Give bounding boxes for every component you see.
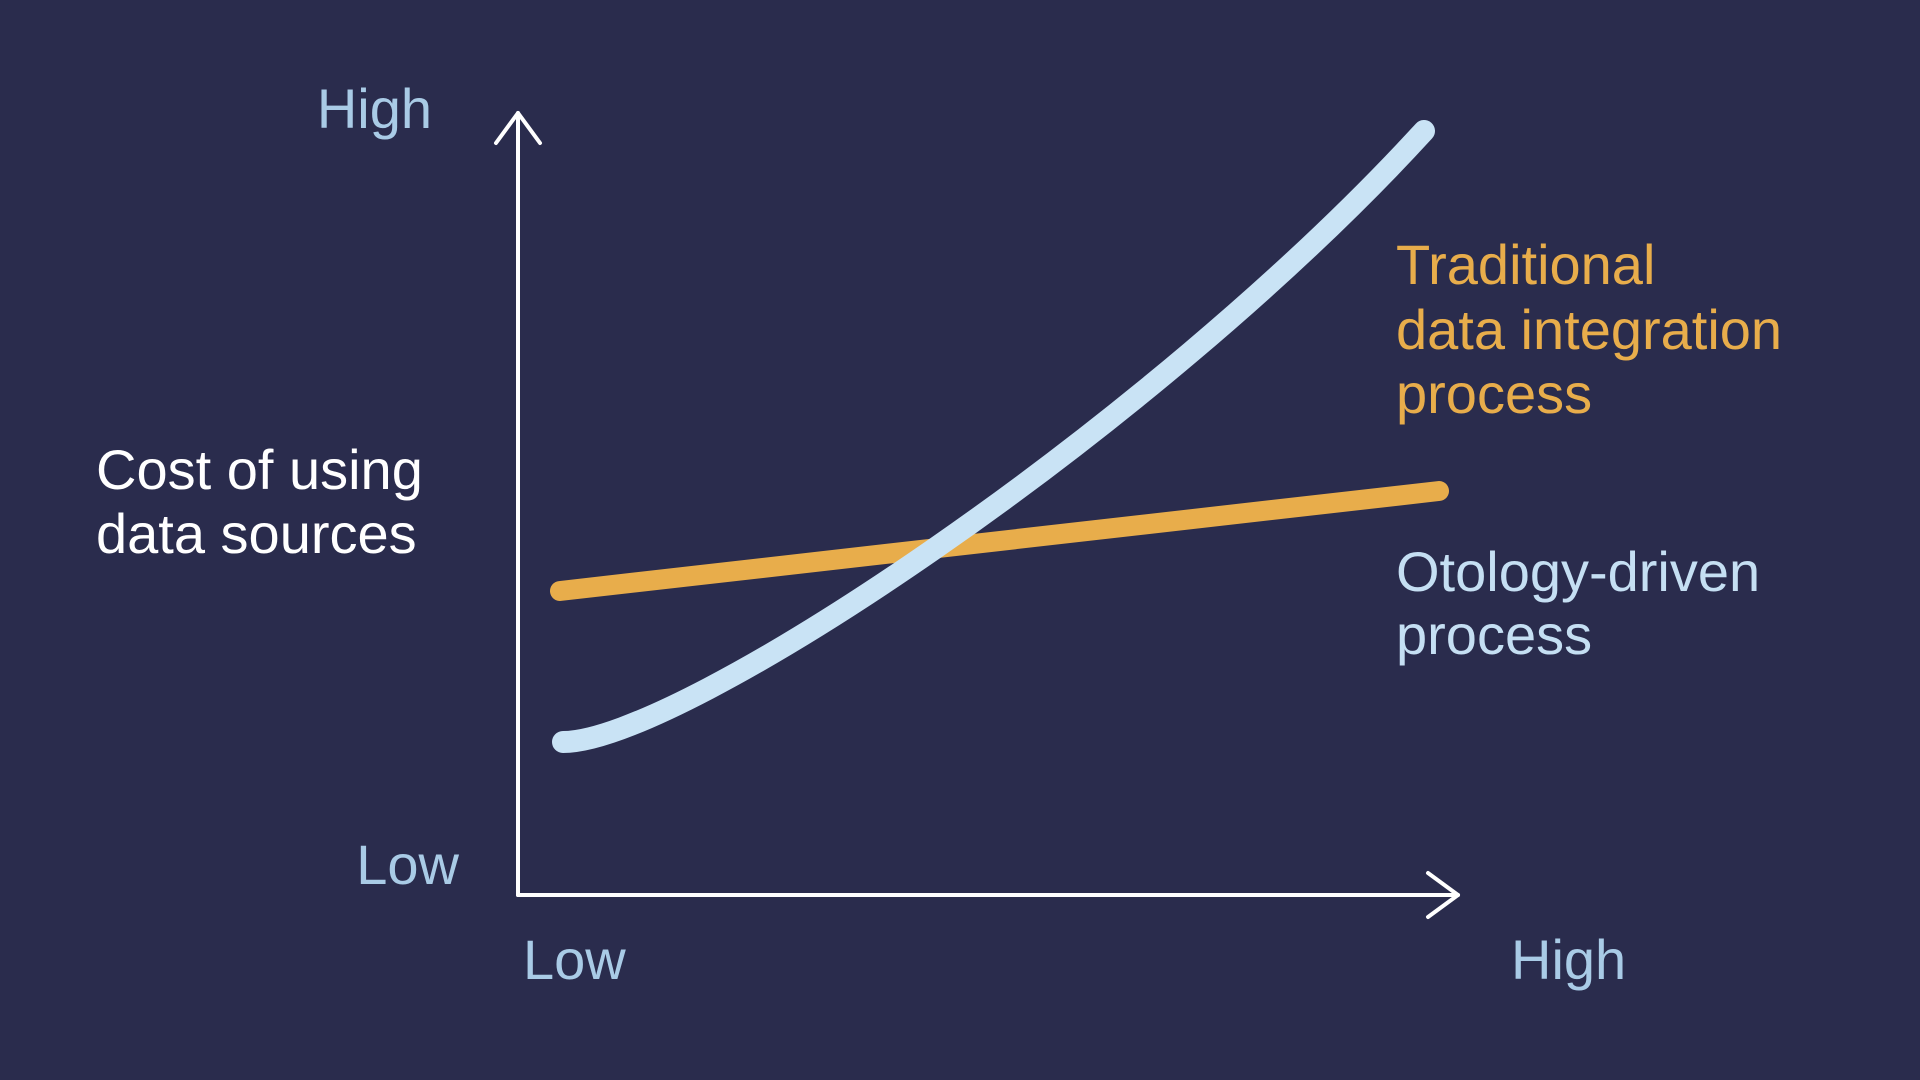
traditional-label: Traditional [1396,233,1655,296]
y-low-label: Low [356,833,459,896]
x-high-label: High [1511,928,1626,991]
y-high-label: High [317,77,432,140]
y-title-line: data sources [96,502,417,565]
y-title-line: Cost of using [96,438,423,501]
ontology-label: process [1396,603,1592,666]
y-axis-arrow [494,111,542,145]
traditional-label: process [1396,362,1592,425]
traditional-label: data integration [1396,298,1782,361]
x-axis-arrow [1426,871,1460,919]
traditional-line [550,481,1449,601]
x-low-label: Low [523,928,626,991]
ontology-curve [552,120,1435,753]
ontology-label: Otology-driven [1396,540,1760,603]
